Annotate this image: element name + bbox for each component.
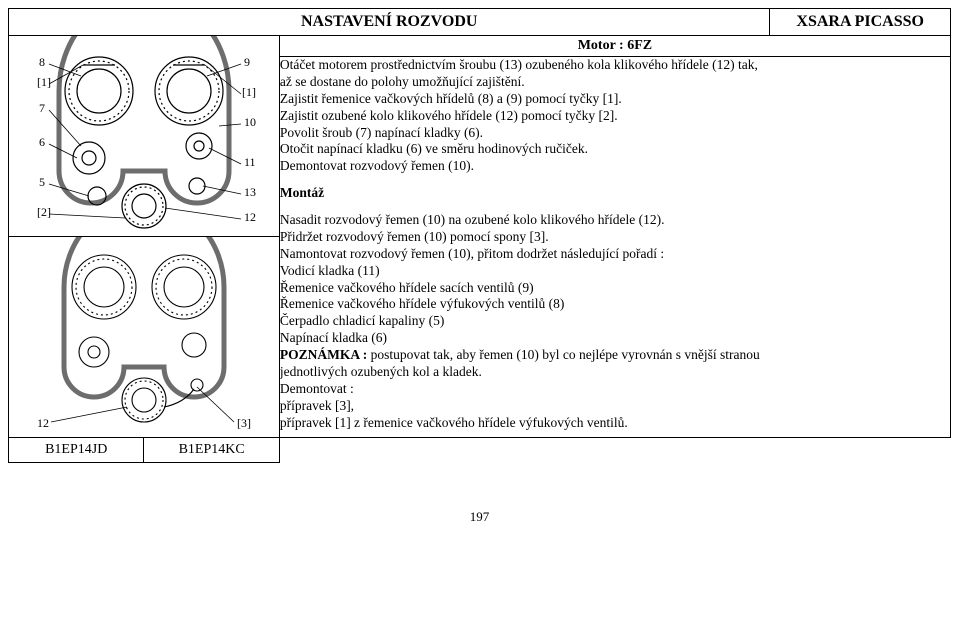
text-line: Přidržet rozvodový řemen (10) pomocí spo…	[280, 229, 950, 246]
fig1-label-6: 6	[39, 135, 45, 149]
text-line: přípravek [1] z řemenice vačkového hříde…	[280, 415, 950, 432]
fig1-label-10: 10	[244, 115, 256, 129]
fig1-label-5: 5	[39, 175, 45, 189]
code-left: B1EP14JD	[9, 438, 144, 463]
fig1-label-b2: [2]	[37, 205, 51, 219]
header-title-right: XSARA PICASSO	[770, 9, 951, 36]
fig2-label-b3: [3]	[237, 416, 251, 430]
fig2-label-12: 12	[37, 416, 49, 430]
text-line: Čerpadlo chladicí kapaliny (5)	[280, 313, 950, 330]
note-rest: postupovat tak, aby řemen (10) byl co ne…	[367, 347, 760, 362]
text-line: Demontovat rozvodový řemen (10).	[280, 158, 950, 175]
text-line: Nasadit rozvodový řemen (10) na ozubené …	[280, 212, 950, 229]
text-line: Zajistit řemenice vačkových hřídelů (8) …	[280, 91, 950, 108]
text-lower-block: Nasadit rozvodový řemen (10) na ozubené …	[280, 212, 950, 431]
montaz-heading: Montáž	[280, 185, 950, 202]
text-line: Namontovat rozvodový řemen (10), přitom …	[280, 246, 950, 263]
code-right: B1EP14KC	[144, 438, 279, 463]
figure-2-svg: 12 [3]	[19, 237, 269, 437]
text-cell: Otáčet motorem prostřednictvím šroubu (1…	[279, 57, 950, 438]
figure-2-cell: 12 [3]	[9, 237, 280, 438]
header-title-left: NASTAVENÍ ROZVODU	[9, 9, 770, 36]
text-upper-block: Otáčet motorem prostřednictvím šroubu (1…	[280, 57, 950, 175]
text-line: Otočit napínací kladku (6) ve směru hodi…	[280, 141, 950, 158]
fig1-label-7: 7	[39, 101, 45, 115]
text-line: Řemenice vačkového hřídele sacích ventil…	[280, 280, 950, 297]
text-line: až se dostane do polohy umožňující zajiš…	[280, 74, 950, 91]
fig1-label-8: 8	[39, 55, 45, 69]
fig1-label-b1r: [1]	[242, 85, 256, 99]
motor-line: Motor : 6FZ	[279, 36, 950, 57]
text-line: Otáčet motorem prostřednictvím šroubu (1…	[280, 57, 950, 74]
fig1-label-13: 13	[244, 185, 256, 199]
fig1-label-9: 9	[244, 55, 250, 69]
text-line: Vodicí kladka (11)	[280, 263, 950, 280]
note-bold: POZNÁMKA :	[280, 347, 367, 362]
text-line: Řemenice vačkového hřídele výfukových ve…	[280, 296, 950, 313]
text-line: jednotlivých ozubených kol a kladek.	[280, 364, 950, 381]
layout-table: NASTAVENÍ ROZVODU XSARA PICASSO	[8, 8, 951, 463]
fig1-label-11: 11	[244, 155, 256, 169]
figure-1-svg: 8 [1] 7 6 5 [2] 9 [1] 10 11 13 12	[19, 36, 269, 236]
text-line: Povolit šroub (7) napínací kladky (6).	[280, 125, 950, 142]
text-line: Napínací kladka (6)	[280, 330, 950, 347]
text-line: přípravek [3],	[280, 398, 950, 415]
page-number: 197	[8, 509, 951, 525]
figure-1-cell: 8 [1] 7 6 5 [2] 9 [1] 10 11 13 12	[9, 36, 280, 237]
text-line: Zajistit ozubené kolo klikového hřídele …	[280, 108, 950, 125]
text-line: Demontovat :	[280, 381, 950, 398]
fig1-label-b1l: [1]	[37, 75, 51, 89]
fig1-label-12: 12	[244, 210, 256, 224]
note-line: POZNÁMKA : postupovat tak, aby řemen (10…	[280, 347, 950, 364]
